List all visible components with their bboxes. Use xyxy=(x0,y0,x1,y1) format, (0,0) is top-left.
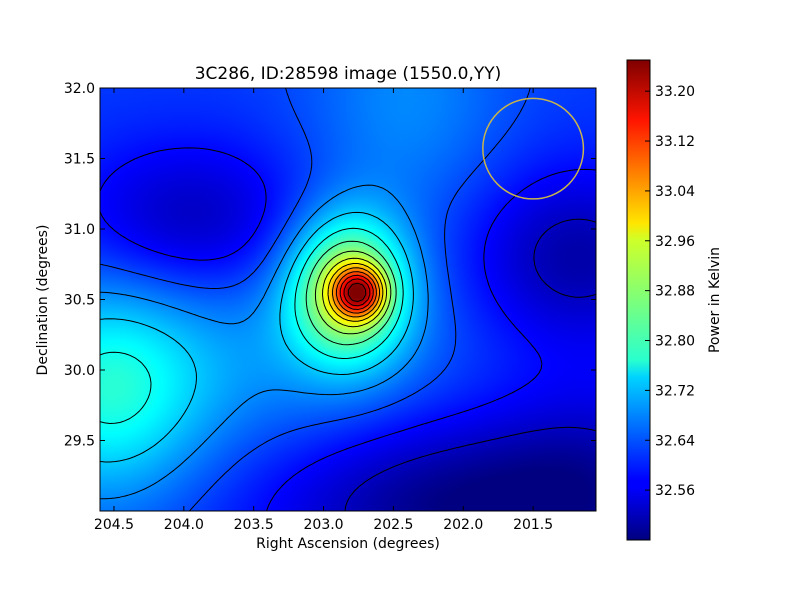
colorbar-tick-label: 32.96 xyxy=(655,234,695,250)
colorbar-tick-label: 33.04 xyxy=(655,184,695,200)
contour-level-6 xyxy=(305,240,397,346)
colorbar-ticks: 32.56 32.64 32.72 32.80 32.88 32.96 33.04 33.12… xyxy=(645,84,695,499)
y-axis-label: Declination (degrees) xyxy=(35,225,51,376)
contour-level-11 xyxy=(335,271,377,314)
x-tick-label: 202.0 xyxy=(443,517,483,533)
colorbar-tick-label: 32.56 xyxy=(655,483,695,499)
colorbar: 32.56 32.64 32.72 32.80 32.88 32.96 33.04 33.12… xyxy=(626,59,723,541)
x-tick-label: 201.5 xyxy=(513,517,553,533)
contour-level-3 xyxy=(100,184,429,500)
colorbar-label: Power in Kelvin xyxy=(707,247,723,353)
contour-level-9 xyxy=(327,263,384,322)
colorbar-tick-label: 32.80 xyxy=(655,334,695,350)
x-tick-label: 203.0 xyxy=(304,517,344,533)
contour-level-1 xyxy=(100,147,596,511)
chart-title: 3C286, ID:28598 image (1550.0,YY) xyxy=(195,64,502,84)
beam-circle xyxy=(482,97,585,200)
colorbar-tick-label: 32.64 xyxy=(655,433,695,449)
contour-level-12 xyxy=(339,274,374,310)
y-tick-label: 31.0 xyxy=(64,222,95,238)
colorbar-tick-label: 33.20 xyxy=(655,84,695,100)
heatmap-plot-area xyxy=(99,87,597,512)
contour-level-4 xyxy=(100,211,414,463)
contour-level-2 xyxy=(100,88,531,511)
colorbar-tick-label: 32.88 xyxy=(655,284,695,300)
y-tick-label: 29.5 xyxy=(64,434,95,450)
colorbar-tick-label: 33.12 xyxy=(655,134,695,150)
contour-level-8 xyxy=(322,257,387,328)
x-tick-label: 204.5 xyxy=(94,517,134,533)
contour-level-13 xyxy=(343,278,371,307)
x-tick-label: 204.0 xyxy=(164,517,204,533)
y-tick-label: 30.5 xyxy=(64,293,95,309)
contour-level-5 xyxy=(100,227,404,424)
colorbar-gradient xyxy=(626,59,651,541)
x-axis: 204.5 204.0 203.5 203.0 202.5 202.0 201.5 xyxy=(94,88,553,533)
colorbar-tick-label: 32.72 xyxy=(655,383,695,399)
x-tick-label: 203.5 xyxy=(234,517,274,533)
heatmap-image xyxy=(100,88,596,511)
y-axis: 29.5 30.0 30.5 31.0 31.5 32.0 xyxy=(64,81,596,450)
y-tick-label: 30.0 xyxy=(64,363,95,379)
contour-level-10 xyxy=(332,267,380,318)
contour-level-14 xyxy=(347,282,367,302)
contour-lines xyxy=(100,88,596,511)
y-tick-label: 31.5 xyxy=(64,152,95,168)
contour-level-0 xyxy=(344,218,596,511)
x-axis-label: Right Ascension (degrees) xyxy=(256,536,440,552)
y-tick-label: 32.0 xyxy=(64,81,95,97)
contour-level-7 xyxy=(314,250,392,335)
x-tick-label: 202.5 xyxy=(373,517,413,533)
